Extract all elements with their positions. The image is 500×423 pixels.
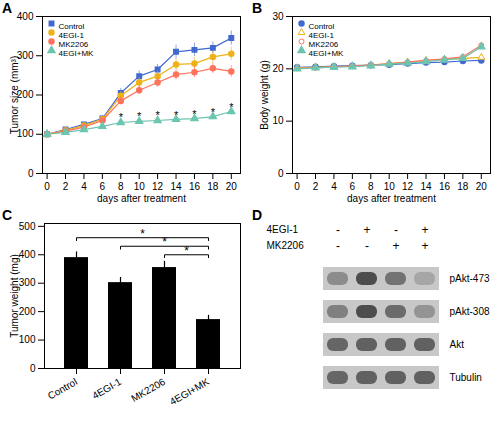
html-text:B: B xyxy=(252,0,263,16)
html-text:A: A xyxy=(2,0,13,16)
svg-text:*: * xyxy=(184,244,189,258)
svg-text:100: 100 xyxy=(19,334,36,345)
svg-text:12: 12 xyxy=(152,181,164,192)
svg-text:Tumor weight (mg): Tumor weight (mg) xyxy=(9,254,20,338)
svg-text:0: 0 xyxy=(44,181,50,192)
svg-text:*: * xyxy=(229,101,234,113)
svg-text:0: 0 xyxy=(28,168,34,179)
svg-text:14: 14 xyxy=(420,181,432,192)
svg-text:*: * xyxy=(137,110,142,122)
svg-text:MK2206: MK2206 xyxy=(309,40,339,49)
svg-text:16: 16 xyxy=(189,181,201,192)
svg-text:14: 14 xyxy=(170,181,182,192)
svg-text:10: 10 xyxy=(384,181,396,192)
svg-text:4EGI-1: 4EGI-1 xyxy=(90,376,123,402)
html-text:C: C xyxy=(2,207,13,223)
svg-text:300: 300 xyxy=(19,277,36,288)
svg-text:MK2206: MK2206 xyxy=(129,376,167,404)
svg-text:200: 200 xyxy=(19,306,36,317)
svg-text:Tubulin: Tubulin xyxy=(450,372,482,383)
svg-text:-: - xyxy=(336,223,340,237)
svg-text:+: + xyxy=(392,239,399,253)
svg-text:10: 10 xyxy=(272,115,284,126)
svg-text:MK2206: MK2206 xyxy=(267,240,305,251)
svg-text:MK2206: MK2206 xyxy=(59,40,89,49)
svg-text:4EGI-1: 4EGI-1 xyxy=(59,31,85,40)
svg-text:*: * xyxy=(119,111,124,123)
svg-text:30: 30 xyxy=(272,11,284,22)
html-text:D: D xyxy=(252,207,263,223)
svg-text:2: 2 xyxy=(313,181,319,192)
svg-text:*: * xyxy=(174,109,179,121)
svg-text:Control: Control xyxy=(309,22,335,31)
svg-text:*: * xyxy=(140,227,145,241)
svg-text:200: 200 xyxy=(16,89,34,101)
svg-text:Akt: Akt xyxy=(450,339,465,350)
svg-text:16: 16 xyxy=(439,181,451,192)
svg-text:pAkt-308: pAkt-308 xyxy=(450,306,490,317)
svg-text:8: 8 xyxy=(118,181,124,192)
svg-text:6: 6 xyxy=(100,181,106,192)
svg-text:0: 0 xyxy=(278,168,284,179)
svg-text:4EGI+MK: 4EGI+MK xyxy=(168,376,212,408)
svg-text:Control: Control xyxy=(59,22,85,31)
svg-text:2: 2 xyxy=(63,181,69,192)
svg-text:Tumor size (mm³): Tumor size (mm³) xyxy=(9,56,20,135)
svg-text:4EGI-1: 4EGI-1 xyxy=(267,224,299,235)
svg-text:8: 8 xyxy=(368,181,374,192)
svg-text:100: 100 xyxy=(16,128,34,140)
svg-text:*: * xyxy=(192,108,197,120)
svg-text:*: * xyxy=(211,106,216,118)
svg-text:0: 0 xyxy=(30,363,36,374)
svg-text:12: 12 xyxy=(402,181,414,192)
svg-text:days after treatment: days after treatment xyxy=(97,193,186,204)
svg-text:-: - xyxy=(394,223,398,237)
svg-text:*: * xyxy=(155,109,160,121)
svg-text:+: + xyxy=(363,223,370,237)
svg-text:300: 300 xyxy=(16,50,34,61)
svg-text:4: 4 xyxy=(81,181,87,192)
svg-text:20: 20 xyxy=(272,63,284,74)
svg-text:20: 20 xyxy=(476,181,488,192)
svg-text:pAkt-473: pAkt-473 xyxy=(450,273,490,284)
svg-text:Control: Control xyxy=(46,376,79,402)
svg-text:days after treatment: days after treatment xyxy=(347,193,436,204)
svg-text:0: 0 xyxy=(294,181,300,192)
svg-text:500: 500 xyxy=(19,221,36,232)
svg-text:+: + xyxy=(421,239,428,253)
svg-text:4EGI-1: 4EGI-1 xyxy=(309,31,335,40)
svg-text:4EGI+MK: 4EGI+MK xyxy=(59,49,95,58)
svg-text:18: 18 xyxy=(207,181,219,192)
svg-text:20: 20 xyxy=(226,181,238,192)
svg-text:18: 18 xyxy=(457,181,469,192)
svg-text:4: 4 xyxy=(331,181,337,192)
svg-text:-: - xyxy=(365,239,369,253)
svg-text:-: - xyxy=(336,239,340,253)
svg-text:400: 400 xyxy=(17,11,34,22)
svg-text:4EGI+MK: 4EGI+MK xyxy=(309,49,345,58)
svg-text:10: 10 xyxy=(134,181,146,192)
svg-text:Body weight (g): Body weight (g) xyxy=(259,60,270,129)
svg-text:+: + xyxy=(421,223,428,237)
svg-text:6: 6 xyxy=(350,181,356,192)
svg-text:400: 400 xyxy=(19,249,36,260)
svg-text:*: * xyxy=(162,235,167,249)
